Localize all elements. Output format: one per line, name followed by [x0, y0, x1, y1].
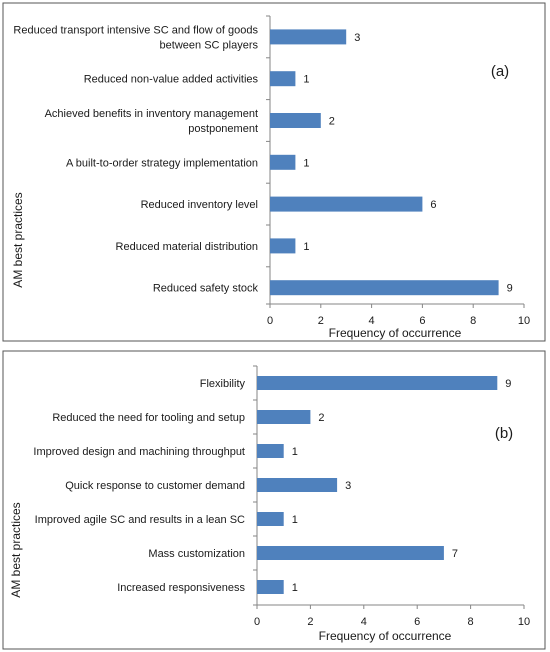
- category-label: Increased responsiveness: [117, 582, 245, 594]
- data-label: 1: [303, 241, 309, 253]
- data-label: 1: [303, 74, 309, 86]
- bar: [257, 512, 284, 526]
- data-label: 9: [507, 283, 513, 295]
- x-tick-label: 2: [318, 315, 324, 327]
- data-label: 1: [292, 514, 298, 526]
- bar: [270, 196, 423, 212]
- category-label: postponement: [188, 123, 258, 135]
- data-label: 7: [452, 548, 458, 560]
- x-axis-title: Frequency of occurrence: [319, 629, 452, 643]
- y-axis-title: AM best practices: [9, 502, 23, 597]
- bar: [257, 444, 284, 458]
- category-label: Reduced material distribution: [116, 241, 258, 253]
- data-label: 2: [318, 412, 324, 424]
- panel-border: [2, 2, 546, 342]
- data-label: 9: [505, 378, 511, 390]
- category-label: Reduced non-value added activities: [84, 74, 259, 86]
- bar: [270, 29, 347, 45]
- category-label: Improved agile SC and results in a lean …: [35, 514, 245, 526]
- category-label: Improved design and machining throughput: [33, 446, 245, 458]
- category-label: Achieved benefits in inventory managemen…: [45, 108, 258, 120]
- x-tick-label: 10: [518, 616, 530, 628]
- x-tick-label: 6: [414, 616, 420, 628]
- panel-border: [2, 350, 546, 650]
- bar: [257, 410, 311, 424]
- x-tick-label: 2: [307, 616, 313, 628]
- x-axis-title: Frequency of occurrence: [329, 326, 462, 340]
- x-tick-label: 8: [468, 616, 474, 628]
- category-label: Reduced inventory level: [141, 199, 258, 211]
- category-label: Reduced safety stock: [153, 283, 259, 295]
- category-label: A built-to-order strategy implementation: [66, 157, 258, 169]
- data-label: 2: [329, 116, 335, 128]
- x-tick-label: 6: [419, 315, 425, 327]
- x-tick-label: 0: [254, 616, 260, 628]
- panel-label: (b): [495, 425, 513, 442]
- y-axis-title: AM best practices: [11, 192, 25, 287]
- data-label: 3: [354, 32, 360, 44]
- category-label: Reduced transport intensive SC and flow …: [13, 24, 258, 36]
- bar: [257, 478, 338, 492]
- category-label: between SC players: [160, 39, 259, 51]
- x-tick-label: 10: [518, 315, 530, 327]
- category-label: Reduced the need for tooling and setup: [52, 412, 245, 424]
- chart-panel-b: 0 2 4 6 8 10 9 Flexibility 2 Reduced the need for…: [2, 350, 546, 650]
- bar: [270, 71, 296, 87]
- bar: [270, 154, 296, 170]
- bar: [257, 376, 498, 390]
- category-label: Mass customization: [148, 548, 245, 560]
- category-label: Quick response to customer demand: [65, 480, 245, 492]
- x-tick-label: 4: [369, 315, 375, 327]
- bar: [270, 238, 296, 254]
- x-tick-label: 8: [470, 315, 476, 327]
- chart-panel-a: 0 2 4 6 8 10 3 Reduced transport intensive SC a…: [2, 2, 546, 342]
- category-label: Flexibility: [200, 378, 246, 390]
- data-label: 6: [430, 199, 436, 211]
- bar: [270, 113, 321, 128]
- bar: [257, 546, 444, 560]
- data-label: 1: [303, 157, 309, 169]
- data-label: 1: [292, 446, 298, 458]
- data-label: 1: [292, 582, 298, 594]
- bar: [270, 280, 499, 296]
- panel-label: (a): [491, 63, 509, 80]
- data-label: 3: [345, 480, 351, 492]
- x-tick-label: 0: [267, 315, 273, 327]
- bar: [257, 580, 284, 594]
- x-tick-label: 4: [361, 616, 367, 628]
